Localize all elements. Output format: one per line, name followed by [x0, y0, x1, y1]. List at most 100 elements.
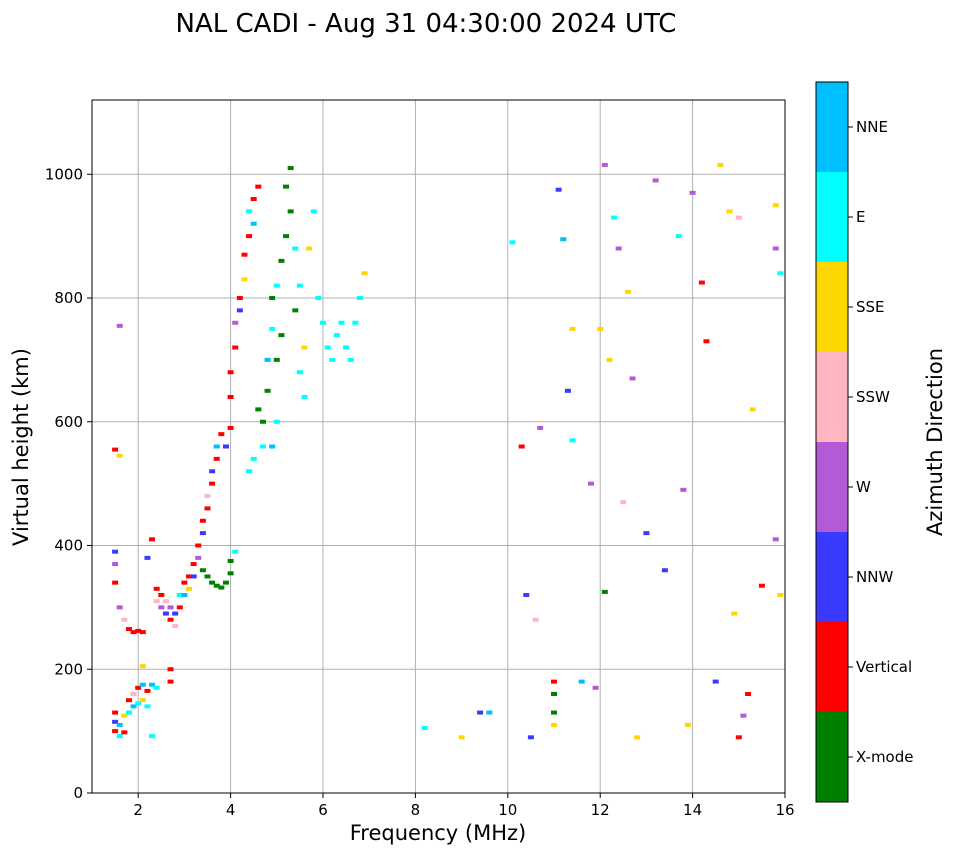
echo-point [278, 258, 285, 263]
echo-point [564, 388, 571, 393]
echo-point [116, 722, 123, 727]
echo-point [601, 162, 608, 167]
echo-point [287, 209, 294, 214]
echo-point [269, 296, 276, 300]
colorbar-segment [816, 172, 848, 262]
echo-point [121, 730, 128, 735]
echo-point [569, 438, 576, 443]
echo-point [523, 593, 530, 597]
echo-point [125, 710, 132, 715]
echo-point [209, 481, 216, 486]
colorbar-segment [816, 712, 848, 802]
echo-point [259, 419, 266, 424]
echo-point [125, 698, 132, 703]
echo-point [227, 425, 234, 430]
echo-point [352, 320, 359, 325]
echo-point [218, 585, 225, 590]
echo-point [116, 323, 123, 328]
echo-point [315, 296, 322, 300]
echo-point [486, 710, 493, 715]
echo-point [703, 339, 710, 344]
echo-point [555, 187, 562, 192]
echo-point [661, 568, 668, 573]
plot-grid [92, 100, 786, 794]
colorbar-label: NNE [856, 118, 888, 136]
echo-point [130, 630, 137, 635]
echo-point [292, 308, 299, 313]
echo-point [139, 698, 146, 703]
echo-point [689, 190, 696, 195]
echo-point [167, 617, 174, 622]
plot-frame [91, 99, 786, 794]
echo-point [283, 184, 290, 189]
echo-point [246, 469, 253, 474]
echo-point [758, 583, 765, 588]
x-tick-label: 12 [591, 801, 610, 819]
echo-point [222, 444, 229, 449]
echo-point [749, 407, 756, 412]
echo-point [509, 240, 516, 245]
echo-point [569, 326, 576, 331]
echo-point [606, 357, 613, 362]
echo-point [162, 599, 169, 604]
echo-point [241, 277, 248, 282]
echo-point [717, 162, 724, 167]
echo-point [278, 333, 285, 338]
echo-point [112, 729, 119, 734]
echo-point [698, 280, 705, 285]
echo-point [347, 357, 354, 362]
echo-point [250, 456, 257, 461]
colorbar-segment [816, 442, 848, 532]
echo-point [740, 713, 747, 718]
echo-point [296, 370, 303, 375]
echo-point [587, 481, 594, 486]
echo-point [356, 296, 363, 300]
echo-point [144, 704, 151, 709]
y-tick-label: 400 [54, 537, 83, 555]
echo-point [222, 580, 229, 585]
x-tick-label: 8 [411, 801, 421, 819]
echo-point [652, 178, 659, 183]
x-tick-label: 4 [226, 801, 236, 819]
echo-point [144, 555, 151, 560]
colorbar-segment [816, 82, 848, 172]
echo-point [172, 623, 179, 628]
echo-point [153, 685, 160, 690]
echo-point [551, 692, 557, 696]
echo-point [135, 628, 142, 633]
y-tick-label: 0 [73, 784, 83, 802]
echo-point [620, 500, 627, 505]
echo-point [167, 679, 174, 684]
echo-point [283, 234, 290, 239]
colorbar-label: SSW [856, 388, 890, 406]
echo-point [227, 571, 234, 576]
echo-point [176, 605, 183, 610]
echo-point [181, 593, 188, 597]
echo-point [537, 425, 544, 430]
echo-point [181, 580, 188, 585]
echo-point [273, 419, 280, 424]
echo-point [592, 685, 599, 690]
echo-point [158, 593, 165, 597]
colorbar-title: Azimuth Direction [923, 348, 947, 536]
echo-point [597, 326, 604, 331]
x-tick-label: 10 [498, 801, 517, 819]
echo-point [232, 549, 239, 554]
echo-point [269, 444, 276, 449]
echo-point [611, 215, 618, 220]
echo-point [139, 682, 146, 687]
echo-point [190, 574, 197, 579]
echo-point [629, 376, 636, 381]
echo-point [624, 289, 631, 294]
echo-point [153, 599, 160, 604]
echo-point [236, 308, 243, 313]
echo-point [232, 345, 239, 350]
echo-point [186, 574, 193, 579]
colorbar-segment [816, 532, 848, 622]
echo-point [259, 444, 266, 449]
echo-point [601, 589, 608, 594]
echo-point [250, 197, 257, 201]
echo-point [149, 682, 156, 687]
echo-point [615, 246, 622, 251]
echo-point [121, 617, 128, 622]
